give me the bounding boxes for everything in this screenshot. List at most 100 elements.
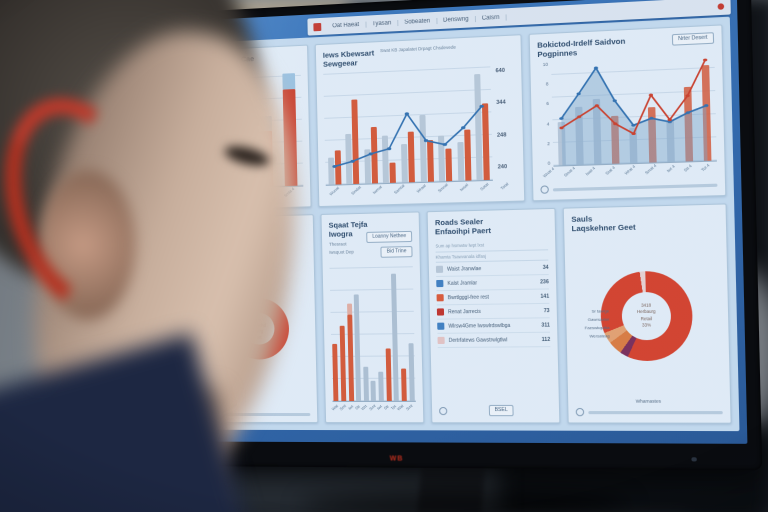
clock-icon <box>575 407 585 417</box>
x-tick-label: Smat 4 <box>563 165 577 178</box>
sidebar-item-settings[interactable]: Settings <box>133 233 155 241</box>
legend-value: 34 <box>542 264 549 271</box>
x-tick-label: Smta 4 <box>282 186 296 199</box>
main-content: Proposakl Cae Rest Wina 4 Smda 4 Iwma 4 Smt… <box>189 16 740 432</box>
topbar-tab[interactable]: Sobeaten <box>398 17 438 26</box>
legend-swatch <box>436 280 444 288</box>
donut-ring: 3418 Herbaurg Retail 33% <box>599 269 694 361</box>
card-title: Sauls Laqskehner Geet <box>571 214 636 234</box>
x-tick-label: Iwt 4 <box>665 163 676 174</box>
stand-shadow <box>300 492 630 512</box>
card-grouped-bars: Sqaat Tejfa Iwogra Thesraot Iwsquot Dep … <box>320 211 425 424</box>
plot-wrap: 640 344 248 240 <box>323 63 516 186</box>
grouped-bar-chart: Wat Smt Iwt Stt Wrt Smt Iwt Stt Tot Wat Smt <box>329 255 417 416</box>
legend-swatch <box>437 322 445 330</box>
topbar-tab[interactable]: Calsrn <box>475 13 507 22</box>
x-tick-label: Smt <box>404 403 414 412</box>
footer-scrollbar[interactable] <box>552 183 718 191</box>
axis-label: 240 <box>497 164 508 171</box>
card-footer: BSEL <box>439 404 552 417</box>
donut-side-label: Wersateag <box>589 332 610 339</box>
details-button[interactable]: BSEL <box>488 404 515 417</box>
card-proposals-bar: Proposakl Cae Rest Wina 4 Smda 4 Iwma 4 Smt… <box>196 44 312 211</box>
bar <box>398 256 407 401</box>
bar <box>353 257 362 401</box>
legend-swatch <box>435 265 444 274</box>
x-tick-label: Stat 4 <box>603 164 616 176</box>
bar <box>391 256 400 401</box>
sidebar-item-products[interactable]: Products <box>132 179 155 186</box>
card-title: Roads Sealer Enfaoihpi Paert <box>434 216 492 237</box>
legend-row[interactable]: Renat Jarrecis 73 <box>436 304 550 320</box>
sidebar-item-clients[interactable]: Clients <box>131 138 150 145</box>
monitor: Oat Haeat Tyasan Sobeaten Denswrig Calsrn Ap… <box>100 0 763 471</box>
x-tick-label: Iwsat <box>459 182 470 193</box>
sidebar-item-contacts[interactable]: Contacts <box>133 192 156 200</box>
legend-swatch <box>436 294 444 302</box>
view-toggle-button[interactable]: Bid Trine <box>380 246 413 258</box>
footer-scrollbar[interactable] <box>212 413 311 417</box>
donut-ring: 21 Tawchd Wlrg art <box>228 297 290 360</box>
axis-label: 6 <box>546 101 549 107</box>
legend-label: Renat Jarrecis <box>447 308 481 316</box>
legend-label: Dertrfatews Gawstrwlgtlwl <box>448 336 508 344</box>
bar <box>331 257 339 402</box>
card-row-top: Proposakl Cae Rest Wina 4 Smda 4 Iwma 4 Smt… <box>196 24 727 211</box>
sidebar-item-analytics[interactable]: Analytics <box>130 97 154 104</box>
sidebar-item-orders[interactable]: Orders <box>132 165 150 173</box>
sidebar-menu: Home Analytics Dashboard Reports Clients Invo… <box>127 80 189 242</box>
sidebar-item-teams[interactable]: Teams <box>133 206 150 214</box>
donut-center-line: 33% <box>642 322 652 328</box>
bar <box>338 257 347 402</box>
donut-side-label: Gawrsaxter <box>587 316 610 323</box>
legend-row[interactable]: Wlrsw4Gme Iwswlrdswlbga 311 <box>437 318 550 335</box>
revenue-combo-chart: 640 344 248 240 Wunat Smdat Iwmat Samtat Wraat Sm… <box>323 63 517 200</box>
x-tick-label: Smdat <box>350 184 362 197</box>
bar <box>376 256 384 401</box>
plot-area <box>204 72 304 190</box>
close-icon[interactable] <box>717 2 725 10</box>
right-axis: 640 344 248 240 <box>493 63 516 180</box>
x-axis-labels: Wat Smt Iwt Stt Wrt Smt Iwt Stt Tot Wat Smt <box>330 403 417 416</box>
axis-label: 248 <box>496 131 507 139</box>
legend-row[interactable]: Dertrfatews Gawstrwlgtlwl 112 <box>437 332 551 349</box>
x-tick-label: Smnat <box>437 181 450 194</box>
x-tick-label: Wina 4 <box>210 188 223 201</box>
topbar-tab[interactable]: Tyasan <box>366 19 399 28</box>
app-icon <box>313 22 322 31</box>
sales-donut-chart: 3418 Herbaurg Retail 33% Sr tawige Gawrsaxter… <box>572 233 723 404</box>
topbar-tab[interactable]: Oat Haeat <box>326 21 367 30</box>
bar <box>346 257 354 402</box>
legend-swatch <box>436 308 445 316</box>
card-row-bottom: WTbac Kaw-Gent Tdvst svbea mawrtwawtel w… <box>200 203 732 424</box>
axis-label: 8 <box>545 81 549 87</box>
legend-row[interactable]: Bwrtlgggl-free rest 141 <box>436 289 550 306</box>
donut-center: 3418 Herbaurg Retail 33% <box>621 291 672 340</box>
bar <box>234 75 250 188</box>
chart-filter-button[interactable]: Nrter Desert <box>671 32 715 46</box>
sidebar: ApCx Home Analytics Dashboard Reports Client… <box>120 43 199 430</box>
card-legend-list: Roads Sealer Enfaoihpi Paert Sum ap hsmw… <box>426 207 561 424</box>
footer-scrollbar[interactable] <box>588 410 723 414</box>
sidebar-item-billing[interactable]: Billing <box>133 220 149 227</box>
axis-label: 344 <box>496 99 506 107</box>
legend-list: Sum ap hsmwtw lwpt lxst Khamta Tsawvanala… <box>435 237 551 401</box>
sidebar-item-dashboard[interactable]: Dashboard <box>127 107 186 120</box>
clock-icon <box>540 185 549 194</box>
axis-label: 640 <box>495 67 506 75</box>
card-revenue-combo: Iews Kbewsart Sewgeear Swat KB Japalatet… <box>314 34 526 208</box>
sidebar-item-home[interactable]: Home <box>130 83 146 91</box>
topbar-tab[interactable]: Denswrig <box>437 15 476 24</box>
donut-center-line: art <box>256 334 262 340</box>
legend-label: Kalst Jramlar <box>447 280 478 287</box>
donut-bottom-label: Whamastes <box>635 398 662 404</box>
legend-value: 112 <box>541 336 551 343</box>
card-description: Tdvst svbea mawrtwawtel wrcatwels wts js… <box>208 234 264 247</box>
x-tick-label: Iwmat <box>371 184 384 196</box>
dashboard-app: ApCx Home Analytics Dashboard Reports Client… <box>120 16 740 432</box>
legend-toggle-button[interactable]: Loanny Nethee <box>366 230 413 243</box>
y-axis: 10 8 6 4 2 0 <box>538 62 551 167</box>
legend-label: Wlrsw4Gme Iwswlrdswlbga <box>448 322 511 330</box>
sidebar-item-invoices[interactable]: Invoices <box>132 151 153 159</box>
sidebar-item-reports[interactable]: Reports <box>131 124 152 132</box>
